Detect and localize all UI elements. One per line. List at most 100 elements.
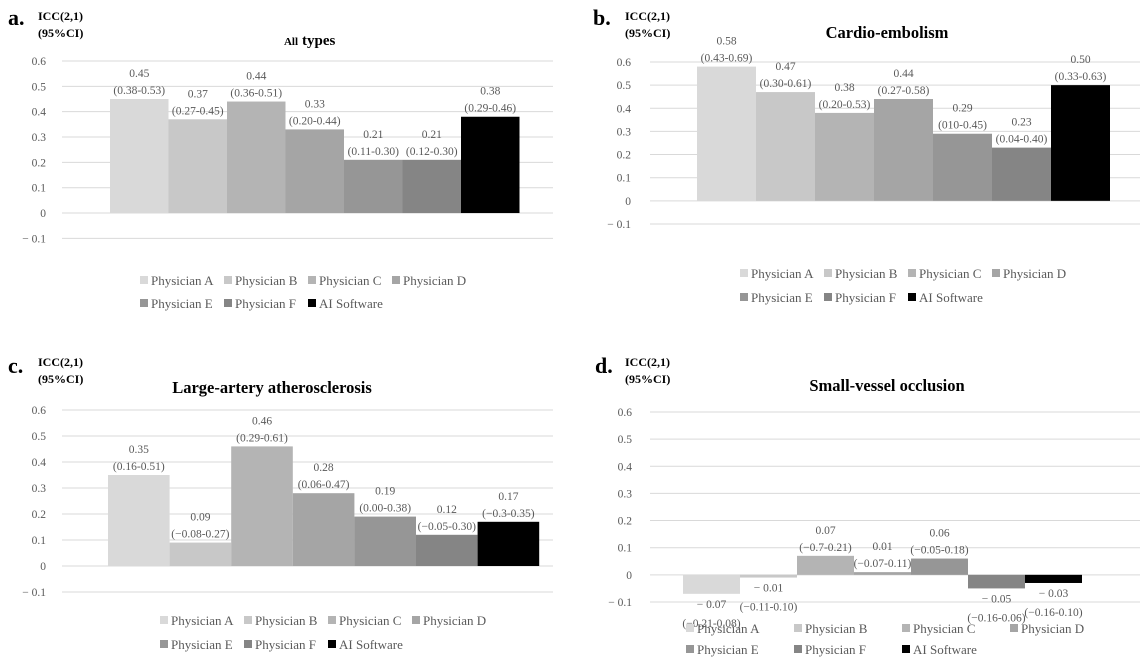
legend-swatch — [824, 269, 832, 277]
legend-swatch — [902, 624, 910, 632]
chart-title: Cardio-embolism — [826, 23, 949, 42]
bar — [110, 99, 169, 214]
ci-label: (−0.7-0.21) — [799, 542, 852, 554]
legend-entry: Physician D — [1021, 621, 1084, 636]
panel-letter: c. — [8, 353, 23, 378]
data-label: 0.17 — [498, 491, 518, 503]
legend-swatch — [224, 299, 232, 307]
data-label: 0.44 — [893, 68, 913, 80]
legend-entry: Physician B — [835, 266, 898, 281]
legend-entry: Physician E — [697, 642, 759, 657]
y-tick-label: 0 — [626, 570, 632, 582]
y-tick-label: 0 — [40, 561, 46, 573]
y-axis-label: ICC(2,1) — [38, 9, 83, 23]
legend-swatch — [392, 276, 400, 284]
ci-label: (0.29-0.61) — [236, 432, 288, 444]
ci-label: (−0.3-0.35) — [482, 508, 535, 520]
legend-swatch — [794, 624, 802, 632]
bar — [697, 66, 756, 201]
legend-entry: Physician F — [835, 290, 896, 305]
bar — [992, 147, 1051, 201]
legend-swatch — [160, 640, 168, 648]
data-label: 0.45 — [129, 68, 149, 80]
y-tick-label: 0.6 — [32, 405, 47, 417]
bar — [344, 159, 403, 214]
y-tick-label: 0.3 — [32, 483, 47, 495]
legend-swatch — [908, 293, 916, 301]
y-tick-label: 0.4 — [32, 107, 47, 119]
y-tick-label: 0.2 — [617, 150, 632, 162]
chart-title: types — [302, 33, 335, 49]
data-label: 0.29 — [952, 103, 972, 115]
legend-swatch — [328, 616, 336, 624]
bar — [402, 159, 461, 214]
legend-entry: AI Software — [913, 642, 977, 657]
legend-entry: AI Software — [919, 290, 983, 305]
legend-swatch — [740, 269, 748, 277]
legend-entry: Physician A — [697, 621, 760, 636]
data-label: − 0.05 — [982, 593, 1012, 605]
y-tick-label: 0.6 — [32, 56, 47, 68]
data-label: − 0.07 — [697, 599, 727, 611]
legend-swatch — [244, 616, 252, 624]
ci-label: (−0.16-0.10) — [1024, 607, 1082, 619]
ci-label: (−0.05-0.18) — [910, 545, 968, 557]
legend-swatch — [308, 299, 316, 307]
data-label: 0.47 — [775, 61, 795, 73]
bar — [797, 555, 854, 575]
y-tick-label: 0.4 — [618, 461, 633, 473]
y-tick-label: − 0.1 — [22, 587, 46, 599]
bar — [416, 534, 478, 566]
legend-entry: Physician C — [913, 621, 975, 636]
y-axis-label-ci: (95%CI) — [625, 26, 670, 40]
ci-label: (0.00-0.38) — [359, 503, 411, 515]
y-tick-label: 0.1 — [617, 173, 632, 185]
bar — [461, 116, 520, 214]
data-label: 0.38 — [480, 86, 500, 98]
y-tick-label: 0.5 — [618, 434, 633, 446]
y-tick-label: 0.3 — [618, 488, 633, 500]
legend-swatch — [686, 624, 694, 632]
legend-entry: Physician D — [1003, 266, 1066, 281]
bar — [354, 516, 416, 566]
bar — [292, 493, 355, 566]
ci-label: (010-0.45) — [938, 120, 987, 132]
data-label: 0.21 — [422, 129, 442, 141]
legend-entry: AI Software — [339, 637, 403, 652]
data-label: 0.58 — [716, 36, 736, 48]
y-tick-label: 0.1 — [618, 543, 633, 555]
bar — [1025, 574, 1082, 583]
panel-letter: a. — [8, 5, 25, 30]
data-label: 0.33 — [305, 98, 325, 110]
data-label: 0.50 — [1070, 54, 1090, 66]
ci-label: (0.20-0.44) — [289, 115, 341, 127]
legend-swatch — [902, 645, 910, 653]
legend-swatch — [160, 616, 168, 624]
bar — [740, 574, 797, 578]
ci-label: (0.38-0.53) — [113, 85, 165, 97]
y-axis-label: ICC(2,1) — [38, 355, 83, 369]
ci-label: (0.29-0.46) — [464, 103, 516, 115]
y-tick-label: 0.2 — [32, 157, 47, 169]
legend-swatch — [224, 276, 232, 284]
ci-label: (0.20-0.53) — [819, 99, 871, 111]
ci-label: (−0.21-0.08) — [682, 618, 740, 630]
chart-panel-a: a. ICC(2,1) (95%CI) All types 0.6 0.5 0.4 0.3 0.2… — [8, 5, 553, 311]
data-label: 0.07 — [815, 525, 835, 537]
data-label: 0.23 — [1011, 117, 1031, 129]
data-label: 0.09 — [190, 512, 210, 524]
bar — [477, 521, 540, 566]
data-label: 0.38 — [834, 82, 854, 94]
data-label: 0.35 — [129, 444, 149, 456]
legend-entry: Physician B — [235, 273, 298, 288]
legend-swatch — [140, 299, 148, 307]
y-tick-label: 0.5 — [32, 431, 47, 443]
legend-swatch — [412, 616, 420, 624]
ci-label: (0.16-0.51) — [113, 461, 165, 473]
data-label: 0.19 — [375, 486, 395, 498]
legend-entry: Physician A — [171, 613, 234, 628]
data-label: 0.28 — [314, 462, 334, 474]
data-label: 0.12 — [437, 504, 457, 516]
legend-entry: Physician D — [423, 613, 486, 628]
legend-swatch — [244, 640, 252, 648]
